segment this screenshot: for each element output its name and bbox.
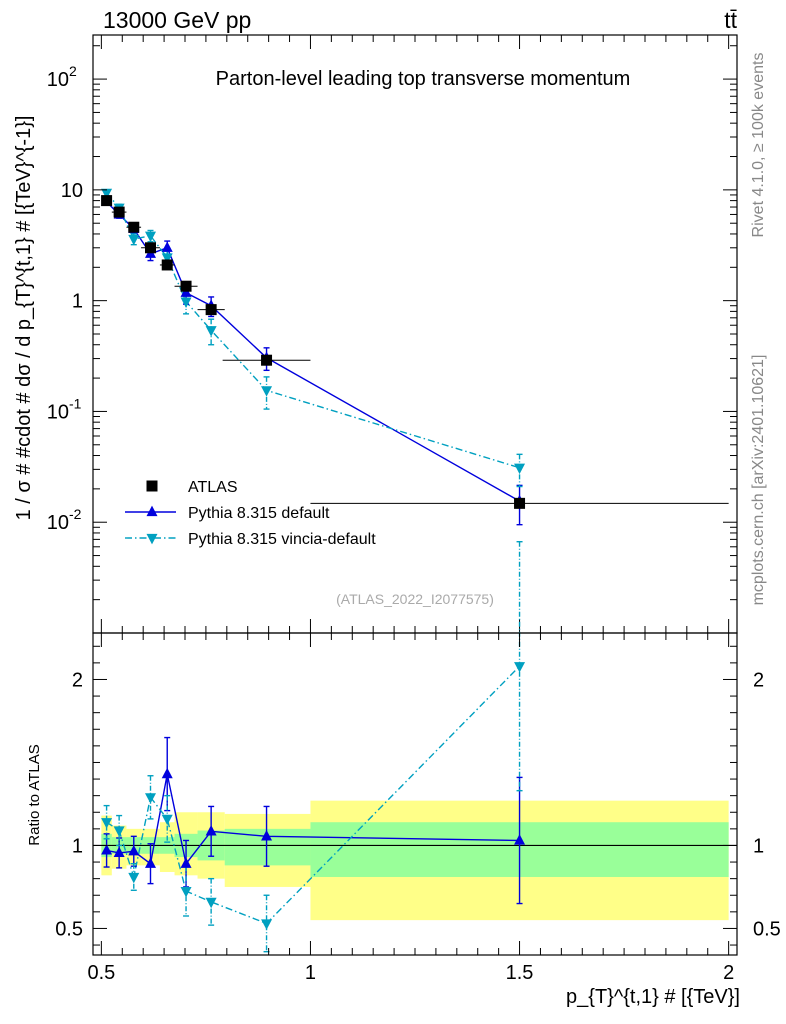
vincia-ratio-marker	[261, 919, 273, 930]
vincia-main-marker	[101, 188, 113, 200]
ratio-y-tick-label: 2	[72, 669, 83, 691]
main-y-axis-label: 1 / σ # #cdot # dσ / d p_{T}^{t,1} # [{T…	[13, 116, 35, 521]
main-y-tick-label: 1	[72, 291, 83, 313]
main-y-tick-label-exponent: -1	[69, 395, 82, 411]
vincia-ratio-marker	[128, 872, 140, 884]
pythia-ratio-marker	[205, 825, 217, 836]
x-tick-label: 1	[305, 962, 316, 984]
atlas-data-point	[261, 354, 273, 366]
atlas-data-point	[514, 497, 526, 509]
vincia-ratio-marker	[161, 814, 173, 826]
pythia-ratio-marker	[101, 844, 113, 855]
legend-marker	[146, 533, 158, 545]
vincia-main-errbar	[516, 453, 523, 488]
energy-label: 13000 GeV pp	[103, 7, 251, 33]
pythia-main-marker	[161, 241, 173, 252]
legend-item: ATLAS	[146, 479, 238, 496]
x-tick-label: 2	[723, 962, 734, 984]
vincia-ratio-errbar	[103, 804, 110, 840]
legend-marker	[146, 480, 158, 492]
atlas-data-point	[145, 242, 156, 254]
mcplots-label: mcplots.cern.ch [arXiv:2401.10621]	[750, 355, 767, 606]
vincia-ratio-marker	[180, 886, 192, 898]
vincia-main-line	[106, 192, 520, 469]
atlas-data-point	[205, 304, 217, 316]
ratio-y-tick-label: 1	[72, 835, 83, 857]
vincia-main-marker	[145, 231, 156, 243]
atlas-data-point	[128, 221, 140, 233]
x-tick-label: 1.5	[506, 962, 534, 984]
atlas-data-point	[180, 280, 192, 292]
legend: ATLAS Pythia 8.315 default Pythia 8.315 vi…	[125, 479, 376, 548]
main-y-tick-label-exponent: -2	[69, 506, 82, 522]
pythia-ratio-marker	[145, 857, 156, 868]
watermark: (ATLAS_2022_I2077575)	[336, 591, 494, 607]
vincia-ratio-marker	[205, 897, 217, 909]
legend-label: Pythia 8.315 default	[188, 505, 330, 522]
atlas-data-point	[101, 195, 113, 207]
vincia-ratio-marker	[113, 826, 125, 837]
main-y-tick-label: 10	[61, 180, 83, 202]
atlas-data-point	[113, 206, 125, 218]
atlas-data-point	[161, 259, 173, 271]
main-plot-title: Parton-level leading top transverse mome…	[216, 68, 631, 90]
vincia-ratio-marker	[101, 818, 113, 829]
vincia-main-marker	[261, 386, 273, 397]
ratio-y-tick-label-right: 0.5	[753, 918, 781, 940]
pythia-ratio-marker	[514, 834, 526, 845]
legend-label: ATLAS	[188, 479, 238, 496]
legend-item: Pythia 8.315 vincia-default	[125, 531, 376, 548]
main-y-tick-label: 10	[47, 401, 69, 423]
vincia-ratio-line	[106, 665, 521, 925]
vincia-ratio-marker	[145, 793, 156, 804]
pythia-ratio-marker	[128, 844, 140, 856]
ratio-y-tick-label-right: 1	[753, 835, 764, 857]
ratio-panel: 0.5 0.51 12 20.5 1 1.5 2 Ratio to ATLAS p_{T}^…	[26, 541, 781, 1008]
pythia-ratio-marker	[161, 767, 173, 779]
vincia-ratio-marker	[514, 662, 526, 673]
legend-item: Pythia 8.315 default	[125, 505, 330, 522]
vincia-main-errbar	[263, 376, 270, 410]
rivet-version-label: Rivet 4.1.0, ≥ 100k events	[750, 53, 767, 238]
legend-marker	[146, 505, 158, 517]
main-y-tick-label: 10	[47, 69, 69, 91]
process-label: tt̄	[724, 7, 737, 33]
x-axis-label: p_{T}^{t,1} # [{TeV}]	[566, 986, 740, 1008]
vincia-main-marker	[180, 297, 192, 308]
ratio-y-tick-label: 0.5	[55, 918, 83, 940]
main-y-tick-label-exponent: 2	[69, 63, 77, 79]
ratio-y-tick-label-right: 2	[753, 669, 764, 691]
vincia-main-marker	[514, 463, 526, 475]
vincia-main-marker	[161, 253, 173, 264]
ratio-y-axis-label: Ratio to ATLAS	[26, 744, 43, 845]
vincia-main-marker	[128, 234, 140, 246]
pythia-ratio-marker	[113, 846, 125, 858]
main-y-tick-label: 10	[47, 512, 69, 534]
vincia-main-marker	[205, 326, 217, 337]
x-tick-label: 0.5	[87, 962, 115, 984]
legend-label: Pythia 8.315 vincia-default	[188, 531, 376, 548]
pythia-ratio-marker	[261, 829, 273, 841]
pythia-ratio-marker	[180, 857, 192, 868]
